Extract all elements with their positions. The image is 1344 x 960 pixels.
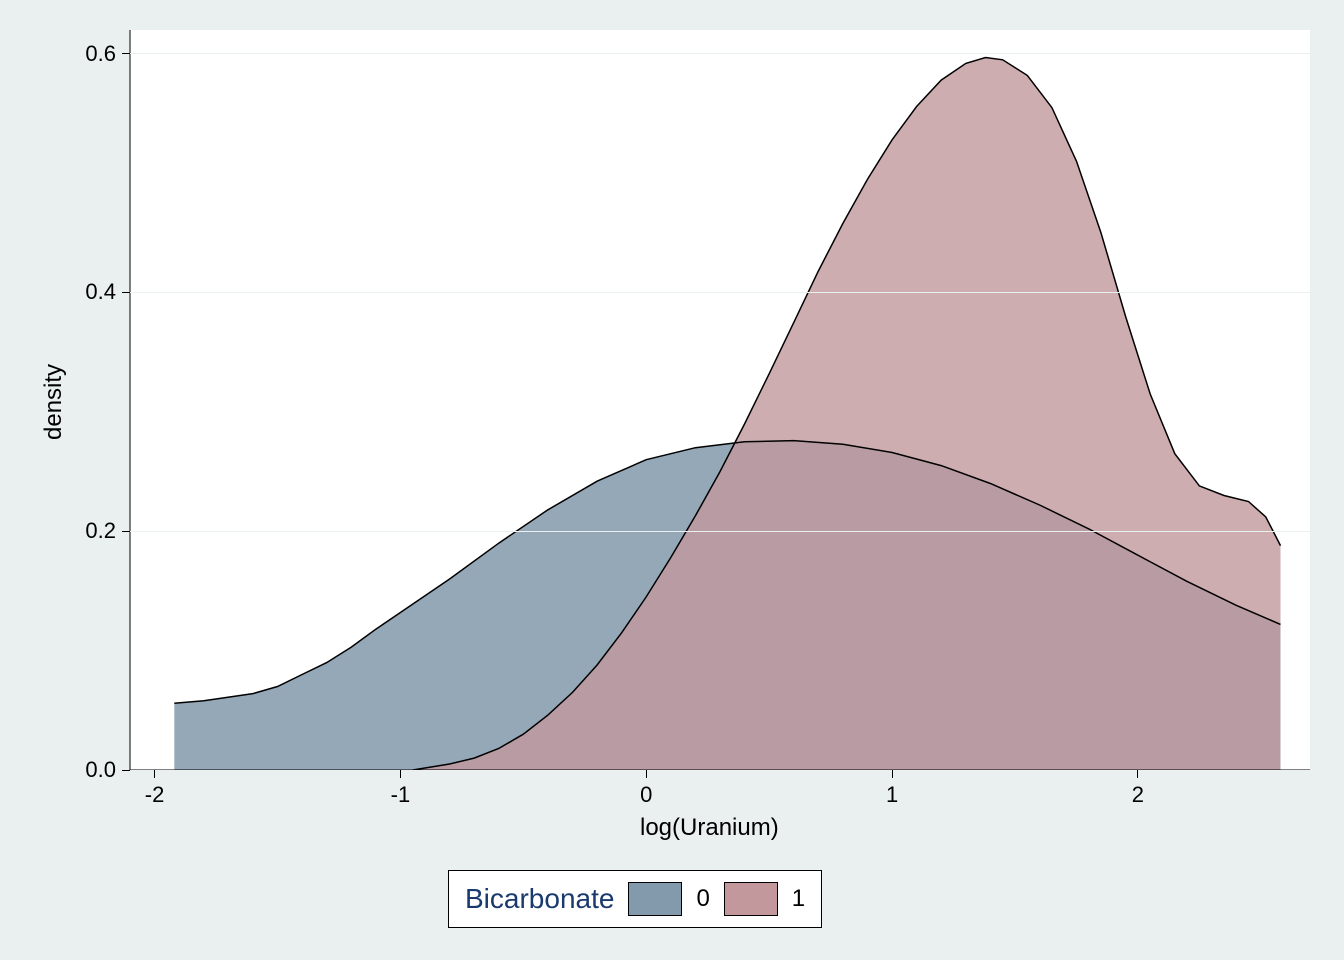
legend-swatch-1 [724,882,778,916]
legend-title: Bicarbonate [465,883,614,915]
gridline-h [130,292,1310,293]
chart-container: 0.0 0.2 0.4 0.6 -2 -1 0 1 2 density log(Uranium)… [0,0,1344,960]
legend-label-1: 1 [792,885,805,913]
gridline-h [130,531,1310,532]
x-tick-label: 2 [1108,782,1168,808]
y-tick-label: 0.0 [85,757,116,783]
y-tick-label: 0.2 [85,518,116,544]
legend-swatch-0 [628,882,682,916]
x-tick [1137,770,1138,778]
legend-label-0: 0 [696,885,709,913]
x-tick-label: -1 [370,782,430,808]
y-tick [122,53,130,54]
y-tick [122,292,130,293]
y-tick [122,531,130,532]
x-tick-label: 1 [862,782,922,808]
y-tick-label: 0.6 [85,41,116,67]
x-tick [646,770,647,778]
legend: Bicarbonate 0 1 [448,870,822,928]
x-axis-label: log(Uranium) [640,814,779,842]
y-tick-label: 0.4 [85,279,116,305]
x-tick [154,770,155,778]
gridline-h [130,770,1310,771]
x-tick-label: 0 [616,782,676,808]
x-tick [892,770,893,778]
gridline-h [130,53,1310,54]
y-axis-label: density [40,364,68,440]
x-tick [400,770,401,778]
x-tick-label: -2 [125,782,185,808]
y-tick [122,770,130,771]
